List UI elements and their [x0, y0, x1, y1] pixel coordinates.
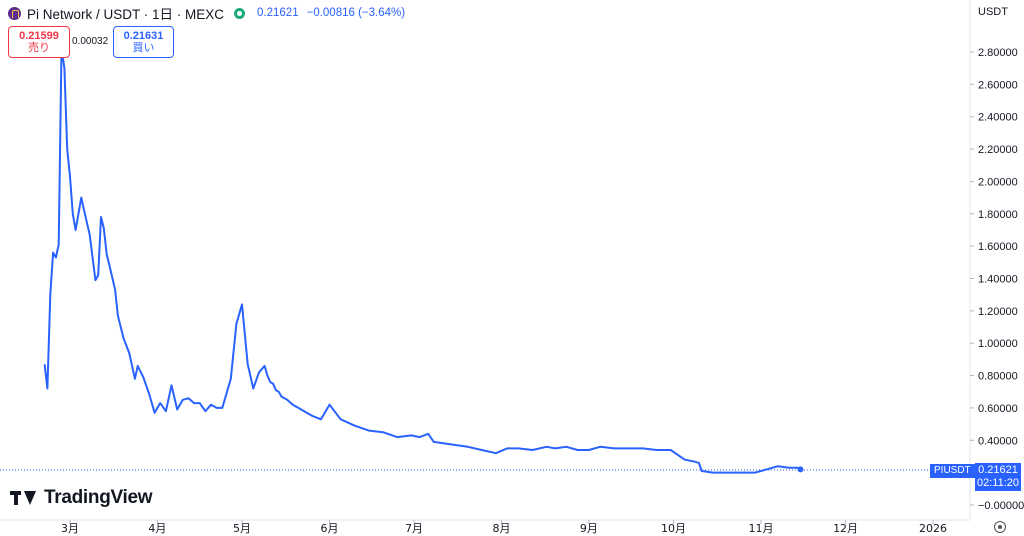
x-tick-label: 10月 [661, 522, 686, 535]
y-tick-label: 2.00000 [978, 176, 1018, 188]
y-tick-label: 1.40000 [978, 274, 1018, 286]
x-tick-label: 3月 [61, 522, 79, 535]
y-tick-label: 0.60000 [978, 403, 1018, 415]
y-tick-label: −0.00000 [978, 500, 1024, 512]
x-tick-label: 7月 [405, 522, 423, 535]
y-tick-label: 1.80000 [978, 209, 1018, 221]
buy-button[interactable]: 0.21631 買い [113, 26, 174, 58]
symbol-title[interactable]: Pi Network / USDT · 1日 · MEXC [27, 7, 225, 22]
time-axis[interactable]: 3月 4月 5月 6月 7月 8月 9月 10月 11月 12月 2026 [61, 520, 947, 535]
sell-button[interactable]: 0.21599 売り [8, 26, 70, 58]
y-tick-label: 1.60000 [978, 241, 1018, 253]
y-tick-label: 2.20000 [978, 144, 1018, 156]
x-tick-label: 9月 [580, 522, 598, 535]
last-price-tag-value: 0.21621 [978, 464, 1018, 476]
x-tick-label: 12月 [833, 522, 858, 535]
header-last-price: 0.21621 [257, 7, 299, 19]
header-price-change: −0.00816 (−3.64%) [306, 7, 406, 19]
x-tick-label: 8月 [493, 522, 511, 535]
y-tick-label: 1.20000 [978, 306, 1018, 318]
y-tick-label: 0.40000 [978, 435, 1018, 447]
x-tick-label: 11月 [748, 522, 773, 535]
y-tick-label: 2.40000 [978, 112, 1018, 124]
pi-network-logo-icon [8, 6, 21, 20]
tradingview-logo-icon [10, 490, 38, 506]
last-price-marker [797, 466, 804, 473]
price-axis[interactable]: −0.000000.200000.400000.600000.800001.00… [970, 47, 1024, 512]
chart-header: Pi Network / USDT · 1日 · MEXC 0.21621 −0… [8, 4, 405, 22]
bar-countdown: 02:11:20 [976, 477, 1019, 489]
currency-label[interactable]: USDT [978, 6, 1008, 18]
y-tick-label: 2.60000 [978, 79, 1018, 91]
spread-value: 0.00032 [72, 36, 109, 47]
x-tick-label: 2026 [919, 522, 947, 535]
x-tick-label: 5月 [233, 522, 251, 535]
x-tick-label: 4月 [148, 522, 166, 535]
price-series-line [43, 47, 801, 474]
last-price-tag: 0.21621 02:11:20 [975, 463, 1021, 491]
buy-price: 0.21631 [123, 30, 164, 42]
market-open-status-icon[interactable] [234, 7, 246, 19]
x-tick-label: 6月 [320, 522, 338, 535]
chart-settings-icon[interactable] [994, 521, 1006, 533]
y-tick-label: 2.80000 [978, 47, 1018, 59]
y-tick-label: 1.00000 [978, 338, 1018, 350]
watermark-text: TradingView [44, 487, 153, 508]
tradingview-watermark: TradingView [10, 487, 153, 509]
symbol-price-tag: PIUSDT [930, 464, 975, 478]
sell-label: 売り [28, 42, 50, 54]
y-tick-label: 0.80000 [978, 371, 1018, 383]
buy-label: 買い [132, 42, 155, 54]
sell-price: 0.21599 [19, 30, 59, 42]
